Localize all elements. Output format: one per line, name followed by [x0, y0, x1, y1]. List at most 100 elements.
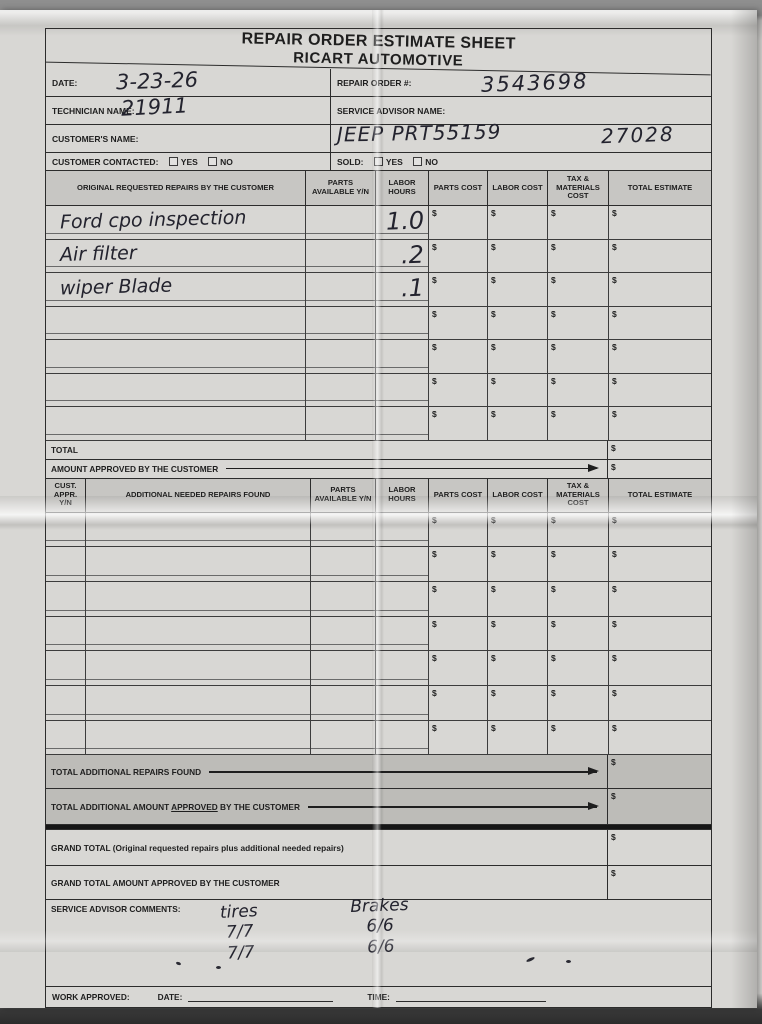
dollar-sign: $	[551, 409, 556, 419]
cell-total-estimate: $	[609, 686, 711, 720]
brakes-title: Brakes	[349, 895, 409, 918]
cell-description	[86, 512, 311, 547]
col-header-labor-cost: LABOR COST	[488, 171, 548, 205]
cell-parts-available	[311, 547, 376, 581]
date-label: DATE:	[52, 78, 78, 88]
total-label: TOTAL	[51, 444, 78, 455]
cell-tax-materials: $	[548, 206, 609, 239]
cell-description: Ford cpo inspection	[46, 206, 306, 239]
dollar-sign: $	[611, 832, 616, 843]
total-row: TOTAL $	[46, 440, 711, 460]
service-advisor-comments-label: SERVICE ADVISOR COMMENTS:	[51, 904, 181, 915]
pen-mark	[216, 966, 221, 970]
dollar-sign: $	[612, 342, 617, 352]
cell-labor-cost: $	[488, 616, 548, 651]
technician-field: TECHNICIAN NAME: 21911	[46, 93, 331, 124]
labor-hours-handwriting: .1	[400, 273, 425, 303]
cell-parts-available	[311, 616, 376, 651]
dollar-sign: $	[612, 653, 617, 664]
cell-parts-cost: $	[429, 720, 488, 755]
dollar-sign: $	[491, 409, 496, 419]
dollar-sign: $	[432, 275, 437, 285]
col-header-parts-cost: PARTS COST	[429, 478, 488, 512]
repair-order-field: REPAIR ORDER #: 3543698	[331, 69, 711, 97]
cell-tax-materials: $	[548, 239, 609, 272]
dollar-sign: $	[432, 514, 437, 525]
dollar-sign: $	[491, 618, 496, 629]
cell-total-estimate: $	[609, 617, 711, 651]
col-header-tax-materials: TAX & MATERIALS COST	[548, 171, 609, 205]
dollar-sign: $	[432, 687, 437, 698]
customer-contacted-no-checkbox	[208, 157, 218, 166]
labor-hours-handwriting: 1.0	[385, 206, 425, 236]
service-advisor-field: SERVICE ADVISOR NAME:	[331, 97, 711, 124]
cell-total-estimate: $	[609, 340, 711, 373]
cell-parts-cost: $	[429, 407, 488, 440]
amount-approved-row: AMOUNT APPROVED BY THE CUSTOMER $	[46, 459, 711, 479]
dollar-sign: $	[612, 375, 617, 386]
table-row: $ $ $ $	[46, 340, 711, 374]
amount-approved-cell: $	[607, 459, 711, 478]
work-date-label: DATE:	[157, 992, 183, 1003]
work-approved-row: WORK APPROVED: DATE: TIME:	[46, 987, 711, 1007]
cell-cust-appr	[46, 685, 86, 720]
dollar-sign: $	[551, 549, 556, 560]
cell-parts-available	[306, 306, 376, 339]
cell-labor-cost: $	[488, 407, 548, 440]
brakes-reading-1: 6/6	[366, 916, 395, 938]
dollar-sign: $	[611, 791, 616, 802]
cell-parts-available	[311, 581, 376, 616]
table-row: $ $ $ $	[46, 547, 711, 582]
cell-labor-cost: $	[488, 651, 548, 685]
cell-parts-cost: $	[429, 616, 488, 651]
dollar-sign: $	[491, 722, 496, 733]
col-header-original-repairs: ORIGINAL REQUESTED REPAIRS BY THE CUSTOM…	[46, 171, 306, 205]
cell-description	[86, 720, 311, 755]
dollar-sign: $	[551, 618, 556, 629]
repair-order-label: REPAIR ORDER #:	[337, 78, 412, 88]
cell-tax-materials: $	[548, 547, 609, 581]
dollar-sign: $	[612, 514, 617, 525]
sold-label: SOLD:	[337, 157, 364, 167]
dollar-sign: $	[432, 653, 437, 664]
cell-total-estimate: $	[609, 721, 711, 755]
sold-no-checkbox	[413, 157, 423, 166]
table-row: $ $ $ $	[46, 373, 711, 407]
pen-mark	[525, 956, 536, 964]
col-header-labor-hours: LABOR HOURS	[376, 171, 429, 205]
grand-total-approved-cell: $	[607, 866, 711, 900]
total-additional-approved-label: TOTAL ADDITIONAL AMOUNT APPROVED BY THE …	[46, 802, 300, 812]
cell-parts-available	[311, 651, 376, 685]
cell-total-estimate: $	[609, 651, 711, 685]
col-header-cust-appr: CUST. APPR. Y/N	[46, 478, 86, 512]
pen-mark	[566, 960, 571, 964]
cell-tax-materials: $	[548, 373, 609, 406]
dollar-sign: $	[612, 549, 617, 560]
cell-tax-materials: $	[548, 407, 609, 440]
dollar-sign: $	[432, 241, 437, 252]
customer-name-field: CUSTOMER'S NAME:	[46, 125, 331, 152]
yes-label: YES	[180, 157, 198, 167]
cell-parts-cost: $	[429, 206, 488, 239]
cell-labor-hours	[376, 407, 429, 440]
cell-tax-materials: $	[548, 512, 609, 547]
col-header-additional-repairs: ADDITIONAL NEEDED REPAIRS FOUND	[86, 478, 311, 512]
table-row: $ $ $ $	[46, 616, 711, 652]
dollar-sign: $	[551, 722, 556, 733]
label-part: TOTAL ADDITIONAL AMOUNT	[51, 801, 172, 812]
cell-parts-available	[306, 273, 376, 306]
cell-cust-appr	[46, 581, 86, 616]
cell-description	[46, 373, 306, 406]
cell-labor-hours	[376, 340, 429, 373]
dollar-sign: $	[611, 461, 616, 472]
dollar-sign: $	[551, 653, 556, 664]
cell-cust-appr	[46, 547, 86, 581]
label-part: BY THE CUSTOMER	[217, 801, 300, 812]
cell-description	[86, 651, 311, 685]
cell-parts-available	[306, 239, 376, 272]
cell-labor-cost: $	[488, 512, 548, 547]
cell-tax-materials: $	[548, 720, 609, 755]
cell-tax-materials: $	[548, 306, 609, 339]
dollar-sign: $	[612, 275, 617, 285]
customer-contacted-label: CUSTOMER CONTACTED:	[52, 157, 159, 167]
